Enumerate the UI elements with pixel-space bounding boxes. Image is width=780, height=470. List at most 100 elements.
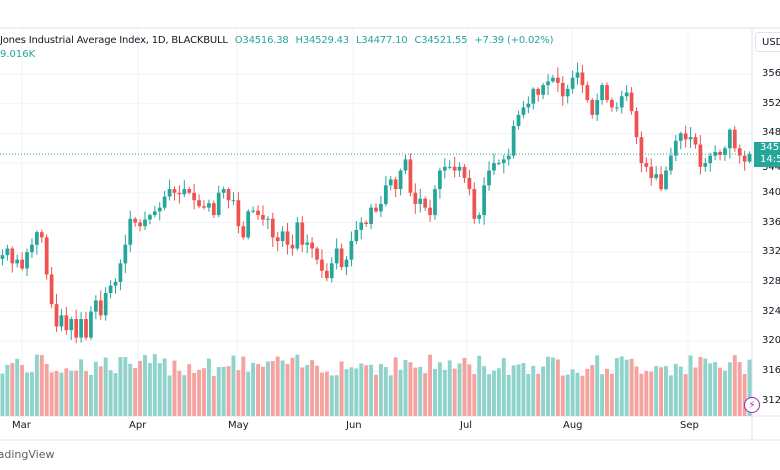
candle-body	[398, 170, 403, 190]
price-axis-label: 35200	[762, 97, 780, 109]
candle-body	[187, 189, 192, 193]
volume-bar	[5, 364, 10, 416]
low-value: L34477.10	[355, 35, 408, 46]
volume-bar	[34, 354, 39, 416]
volume-bar	[609, 373, 614, 416]
volume-bar	[138, 360, 143, 416]
price-axis-label: 31200	[762, 394, 780, 406]
candle-body	[698, 144, 703, 167]
month-label: Jul	[460, 420, 473, 431]
candle-body	[477, 215, 482, 219]
volume-bar	[408, 362, 413, 416]
volume-bar	[206, 358, 211, 416]
price-axis-label: 31600	[762, 365, 780, 376]
volume-bar	[521, 363, 526, 416]
candle-body	[221, 189, 226, 193]
candle-body	[536, 88, 541, 95]
candle-body	[39, 232, 44, 238]
candle-body	[59, 315, 64, 327]
volume-bar	[344, 369, 349, 416]
volume-bar	[462, 357, 467, 416]
month-label: May	[228, 420, 249, 431]
price-axis-label: 32000	[762, 335, 780, 347]
volume-bar	[192, 372, 197, 416]
volume-bar	[541, 366, 546, 416]
candle-body	[669, 155, 673, 171]
open-value: O34516.38	[234, 35, 289, 46]
candle-body	[639, 137, 644, 164]
volume-bar	[270, 361, 275, 416]
candle-body	[462, 166, 467, 178]
volume-bar	[334, 375, 339, 416]
volume-bar	[295, 354, 300, 416]
candle-body	[69, 319, 74, 331]
candle-body	[246, 211, 251, 238]
volume-bar	[629, 358, 634, 416]
volume-bar	[747, 359, 752, 416]
candle-body	[433, 189, 437, 216]
volume-bar	[482, 366, 487, 416]
volume-bar	[324, 371, 329, 416]
candle-body	[177, 192, 182, 195]
volume-bar	[211, 375, 216, 416]
candle-body	[673, 140, 678, 156]
candle-body	[310, 242, 314, 249]
lightning-icon[interactable]: ⚡	[744, 397, 760, 413]
volume-bar	[383, 367, 388, 416]
candle-body	[148, 215, 152, 220]
candle-body	[315, 248, 319, 260]
volume-bar	[216, 367, 221, 416]
price-axis-label: 34000	[762, 186, 780, 198]
candle-body	[290, 244, 295, 249]
volume-bar	[221, 366, 226, 416]
candle-body	[197, 200, 201, 207]
volume-bar	[319, 372, 324, 416]
candle-body	[742, 155, 747, 162]
volume-bar	[683, 374, 688, 416]
volume-bar	[44, 363, 49, 416]
candle-body	[157, 207, 162, 212]
volume-bar	[29, 372, 34, 416]
volume-bar	[300, 367, 305, 416]
volume-bar	[447, 360, 452, 416]
high-value: H34529.43	[295, 35, 350, 46]
volume-bar	[88, 374, 93, 416]
candle-body	[708, 155, 713, 164]
volume-bar	[639, 373, 644, 416]
candle-body	[531, 88, 536, 104]
volume-bar	[49, 372, 54, 416]
volume-bar	[487, 374, 492, 416]
candle-body	[143, 219, 147, 227]
candle-body	[93, 300, 98, 312]
volume-bar	[413, 367, 418, 416]
price-axis-label: 34800	[762, 127, 780, 139]
volume-bar	[290, 357, 295, 416]
candle-body	[123, 244, 128, 264]
candle-body	[541, 85, 545, 95]
volume-bar	[285, 364, 290, 416]
candle-body	[270, 218, 275, 238]
volume-bar	[64, 368, 69, 416]
volume-bar	[143, 354, 147, 416]
candle-body	[10, 248, 15, 264]
candle-body	[452, 166, 457, 171]
volume-bar	[152, 354, 157, 416]
volume-bar	[25, 372, 29, 416]
candle-body	[320, 259, 324, 271]
candle-body	[659, 174, 663, 190]
candle-body	[133, 218, 138, 223]
currency-button[interactable]: USD	[755, 32, 780, 52]
candle-body	[570, 77, 575, 89]
volume-bar	[98, 366, 103, 416]
candle-body	[369, 207, 373, 224]
month-label: Mar	[12, 420, 31, 431]
candle-body	[683, 133, 688, 140]
volume-bar	[506, 374, 511, 416]
volume-bar	[673, 363, 678, 416]
candle-body	[113, 281, 118, 286]
volume-bar	[550, 357, 555, 416]
volume-bar	[531, 365, 536, 416]
candle-body	[590, 99, 595, 115]
last-price-value: 34521.55	[760, 142, 780, 153]
